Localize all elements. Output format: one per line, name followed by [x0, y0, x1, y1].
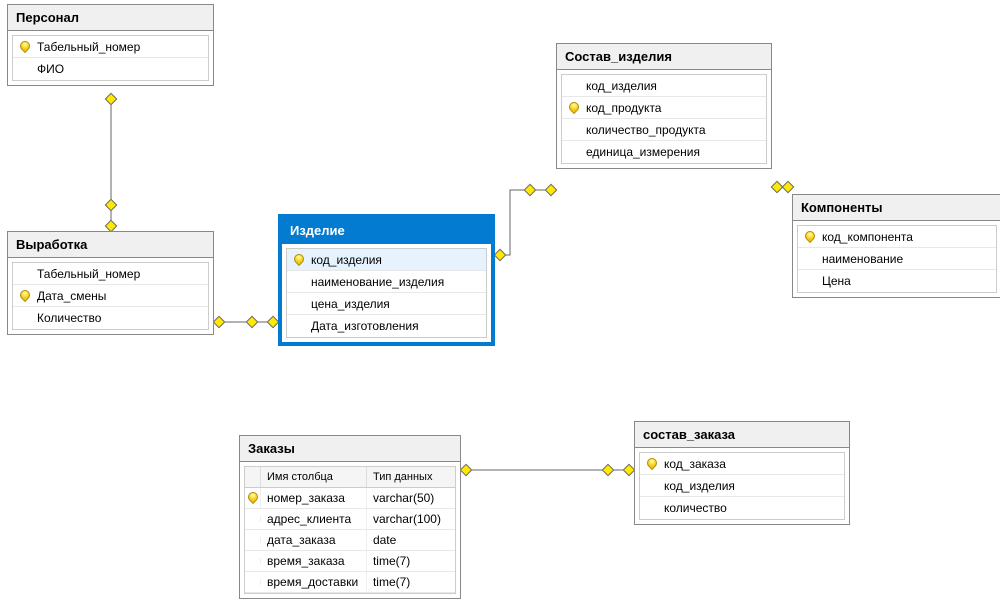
relationship-endpoint — [246, 316, 257, 327]
field-name: Табельный_номер — [33, 40, 204, 54]
field-name: номер_заказа — [261, 488, 367, 508]
field-type: time(7) — [367, 572, 455, 592]
field-type: time(7) — [367, 551, 455, 571]
field-name: единица_измерения — [582, 145, 762, 159]
field-name: код_продукта — [582, 101, 762, 115]
field-row[interactable]: код_изделия — [287, 249, 486, 271]
table-izdelie[interactable]: Изделие код_изделия наименование_изделия це… — [278, 214, 495, 346]
field-name: ФИО — [33, 62, 204, 76]
table-vyrabotka[interactable]: Выработка Табельный_номер Дата_смены Количе… — [7, 231, 214, 335]
field-row[interactable]: адрес_клиентаvarchar(100) — [245, 509, 455, 530]
key-icon — [18, 287, 32, 301]
field-name: время_заказа — [261, 551, 367, 571]
relationship-line — [495, 190, 556, 255]
relationship-endpoint — [623, 464, 634, 475]
fields-container: Табельный_номер ФИО — [12, 35, 209, 81]
field-name: Дата_смены — [33, 289, 204, 303]
field-row[interactable]: ФИО — [13, 58, 208, 80]
relationship-endpoint — [494, 249, 505, 260]
field-name: код_изделия — [660, 479, 840, 493]
field-row[interactable]: Количество — [13, 307, 208, 329]
relationship-endpoint — [105, 199, 116, 210]
field-name: код_компонента — [818, 230, 992, 244]
field-name: время_доставки — [261, 572, 367, 592]
column-header-name: Имя столбца — [261, 467, 367, 487]
fields-container: код_изделия код_продукта количество_продук… — [561, 74, 767, 164]
field-row[interactable]: Дата_смены — [13, 285, 208, 307]
fields-container: код_изделия наименование_изделия цена_изде… — [286, 248, 487, 338]
key-icon — [645, 455, 659, 469]
diagram-canvas[interactable]: Персонал Табельный_номер ФИО Выработка Табел… — [0, 0, 1000, 614]
field-name: Дата_изготовления — [307, 319, 482, 333]
fields-container: Табельный_номер Дата_смены Количество — [12, 262, 209, 330]
table-title[interactable]: состав_заказа — [635, 422, 849, 448]
table-title[interactable]: Персонал — [8, 5, 213, 31]
key-icon — [245, 490, 259, 504]
fields-container: Имя столбцаТип данныхномер_заказаvarchar… — [244, 466, 456, 594]
relationship-endpoint — [545, 184, 556, 195]
field-name: количество — [660, 501, 840, 515]
field-row[interactable]: код_компонента — [798, 226, 996, 248]
field-name: Табельный_номер — [33, 267, 204, 281]
field-row[interactable]: код_заказа — [640, 453, 844, 475]
table-title[interactable]: Состав_изделия — [557, 44, 771, 70]
field-row[interactable]: единица_измерения — [562, 141, 766, 163]
field-row[interactable]: код_продукта — [562, 97, 766, 119]
field-name: цена_изделия — [307, 297, 482, 311]
table-komponenty[interactable]: Компоненты код_компонента наименование Цена — [792, 194, 1000, 298]
table-personal[interactable]: Персонал Табельный_номер ФИО — [7, 4, 214, 86]
relationship-endpoint — [782, 181, 793, 192]
field-row[interactable]: Табельный_номер — [13, 263, 208, 285]
fields-container: код_компонента наименование Цена — [797, 225, 997, 293]
field-type: varchar(50) — [367, 488, 455, 508]
field-name: Цена — [818, 274, 992, 288]
field-type: date — [367, 530, 455, 550]
field-row[interactable]: количество — [640, 497, 844, 519]
field-name: наименование — [818, 252, 992, 266]
field-name: наименование_изделия — [307, 275, 482, 289]
field-row[interactable]: наименование — [798, 248, 996, 270]
field-name: Количество — [33, 311, 204, 325]
table-sostav_izdeliya[interactable]: Состав_изделия код_изделия код_продукта кол… — [556, 43, 772, 169]
field-row[interactable]: код_изделия — [640, 475, 844, 497]
field-row[interactable]: Дата_изготовления — [287, 315, 486, 337]
relationship-endpoint — [602, 464, 613, 475]
field-row[interactable]: наименование_изделия — [287, 271, 486, 293]
table-sostav_zakaza[interactable]: состав_заказа код_заказа код_изделия количе… — [634, 421, 850, 525]
key-icon — [292, 251, 306, 265]
field-row[interactable]: код_изделия — [562, 75, 766, 97]
relationship-endpoint — [267, 316, 278, 327]
table-title[interactable]: Выработка — [8, 232, 213, 258]
table-zakazy[interactable]: Заказы Имя столбцаТип данныхномер_заказаv… — [239, 435, 461, 599]
fields-container: код_заказа код_изделия количество — [639, 452, 845, 520]
relationship-endpoint — [771, 181, 782, 192]
field-name: дата_заказа — [261, 530, 367, 550]
field-row[interactable]: цена_изделия — [287, 293, 486, 315]
relationship-endpoint — [213, 316, 224, 327]
field-name: количество_продукта — [582, 123, 762, 137]
relationship-endpoint — [524, 184, 535, 195]
table-title[interactable]: Заказы — [240, 436, 460, 462]
relationship-endpoint — [105, 220, 116, 231]
field-name: код_изделия — [582, 79, 762, 93]
field-name: код_заказа — [660, 457, 840, 471]
table-title[interactable]: Компоненты — [793, 195, 1000, 221]
field-row[interactable]: время_доставкиtime(7) — [245, 572, 455, 593]
field-row[interactable]: дата_заказаdate — [245, 530, 455, 551]
relationship-endpoint — [460, 464, 471, 475]
field-row[interactable]: номер_заказаvarchar(50) — [245, 488, 455, 509]
field-row[interactable]: количество_продукта — [562, 119, 766, 141]
table-title[interactable]: Изделие — [282, 218, 491, 244]
column-header-type: Тип данных — [367, 467, 455, 487]
field-row[interactable]: Табельный_номер — [13, 36, 208, 58]
key-icon — [803, 228, 817, 242]
key-icon — [18, 38, 32, 52]
field-row[interactable]: Цена — [798, 270, 996, 292]
field-row[interactable]: время_заказаtime(7) — [245, 551, 455, 572]
field-name: код_изделия — [307, 253, 482, 267]
field-type: varchar(100) — [367, 509, 455, 529]
relationship-endpoint — [105, 93, 116, 104]
field-name: адрес_клиента — [261, 509, 367, 529]
key-icon — [567, 99, 581, 113]
